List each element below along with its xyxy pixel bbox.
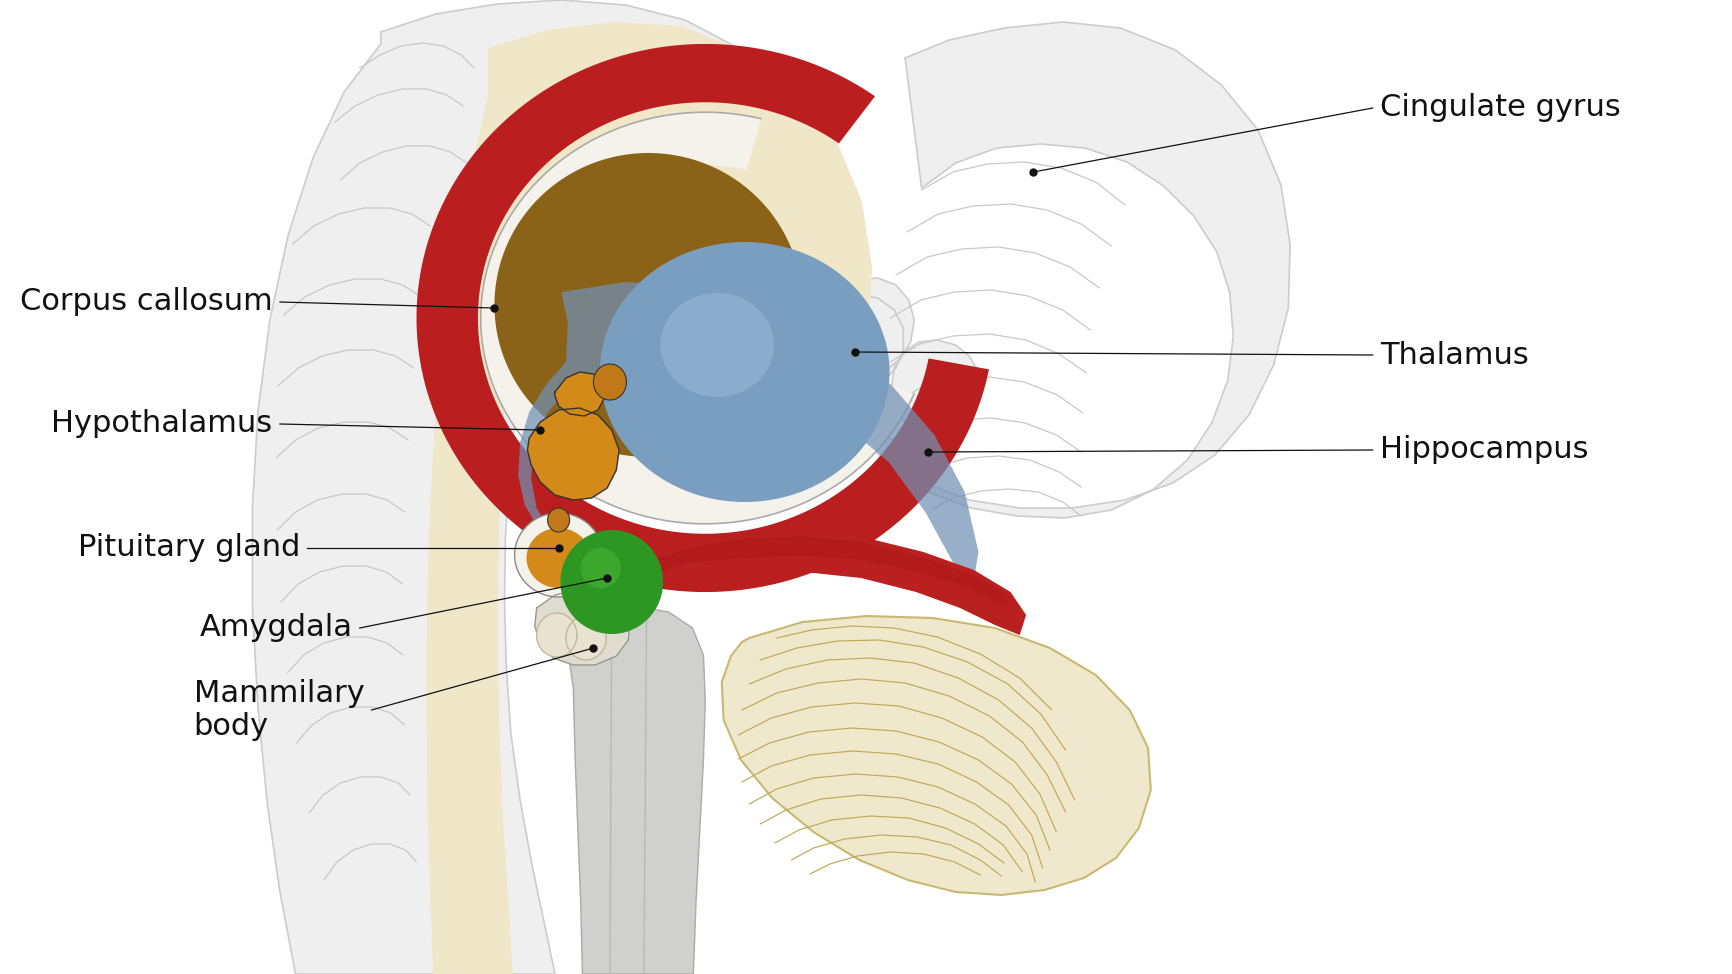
Polygon shape	[547, 508, 570, 532]
Polygon shape	[416, 44, 989, 592]
Text: Mammilary
body: Mammilary body	[194, 679, 364, 741]
Polygon shape	[594, 364, 627, 400]
Polygon shape	[537, 613, 577, 657]
Text: Hippocampus: Hippocampus	[1380, 435, 1588, 465]
Text: Pituitary gland: Pituitary gland	[78, 534, 300, 563]
Polygon shape	[660, 293, 774, 397]
Polygon shape	[527, 528, 591, 588]
Text: Amygdala: Amygdala	[199, 614, 352, 643]
Polygon shape	[253, 0, 831, 974]
Polygon shape	[561, 530, 663, 634]
Text: Corpus callosum: Corpus callosum	[19, 287, 272, 317]
Polygon shape	[426, 22, 873, 974]
Polygon shape	[580, 548, 622, 588]
Polygon shape	[622, 530, 1025, 635]
Polygon shape	[481, 112, 914, 524]
Polygon shape	[566, 616, 606, 660]
Polygon shape	[814, 22, 1290, 518]
Polygon shape	[722, 616, 1150, 895]
Polygon shape	[565, 606, 705, 974]
Text: Thalamus: Thalamus	[1380, 341, 1529, 369]
Polygon shape	[494, 153, 802, 457]
Polygon shape	[646, 536, 1010, 608]
Polygon shape	[528, 408, 618, 500]
Polygon shape	[599, 242, 890, 502]
Polygon shape	[514, 513, 603, 597]
Text: Hypothalamus: Hypothalamus	[52, 409, 272, 438]
Polygon shape	[554, 372, 604, 416]
Polygon shape	[535, 590, 630, 665]
Polygon shape	[518, 282, 979, 580]
Text: Cingulate gyrus: Cingulate gyrus	[1380, 94, 1621, 123]
